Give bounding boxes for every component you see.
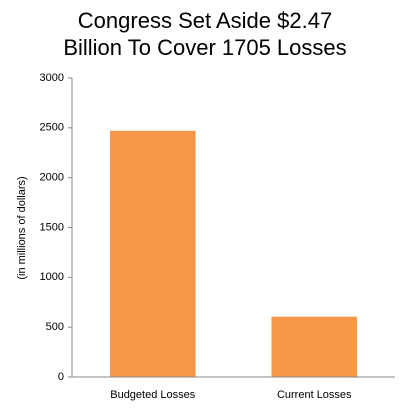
x-tick-label: Current Losses <box>277 389 352 401</box>
y-tick-label: 0 <box>58 371 64 383</box>
y-tick-label: 2500 <box>40 122 64 134</box>
chart-title: Congress Set Aside $2.47 <box>78 8 332 33</box>
y-tick-label: 2000 <box>40 172 64 184</box>
bar <box>271 316 358 377</box>
y-tick-label: 3000 <box>40 72 64 84</box>
y-tick-label: 1000 <box>40 271 64 283</box>
x-tick-label: Budgeted Losses <box>110 389 196 401</box>
y-tick-label: 1500 <box>40 221 64 233</box>
bar <box>109 130 196 377</box>
chart-title: Billion To Cover 1705 Losses <box>63 35 346 60</box>
y-axis-label: (in millions of dollars) <box>16 176 28 279</box>
y-tick-label: 500 <box>46 321 64 333</box>
